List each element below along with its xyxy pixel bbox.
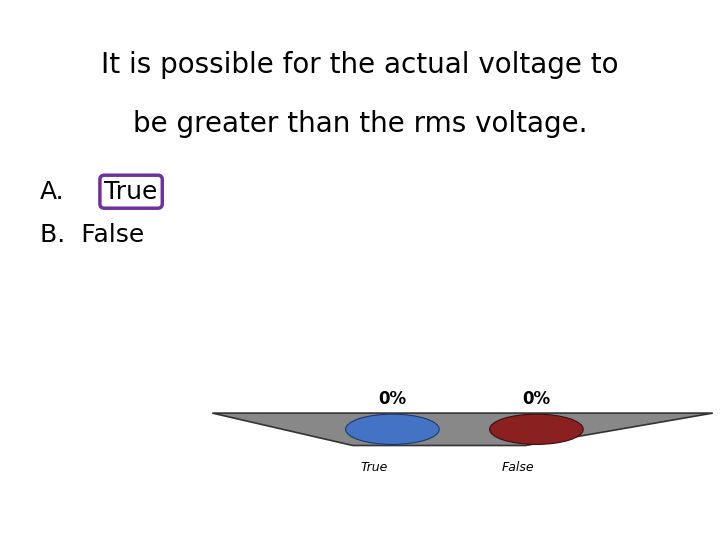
Text: be greater than the rms voltage.: be greater than the rms voltage. bbox=[132, 110, 588, 138]
Text: B.  False: B. False bbox=[40, 223, 144, 247]
Ellipse shape bbox=[346, 414, 439, 444]
Text: True: True bbox=[361, 461, 388, 474]
Text: False: False bbox=[502, 461, 535, 474]
Polygon shape bbox=[212, 413, 713, 446]
Text: True: True bbox=[104, 180, 158, 204]
Text: It is possible for the actual voltage to: It is possible for the actual voltage to bbox=[102, 51, 618, 79]
Text: 0%: 0% bbox=[378, 390, 407, 408]
Text: A.: A. bbox=[40, 180, 64, 204]
Text: 0%: 0% bbox=[522, 390, 551, 408]
Ellipse shape bbox=[490, 414, 583, 444]
